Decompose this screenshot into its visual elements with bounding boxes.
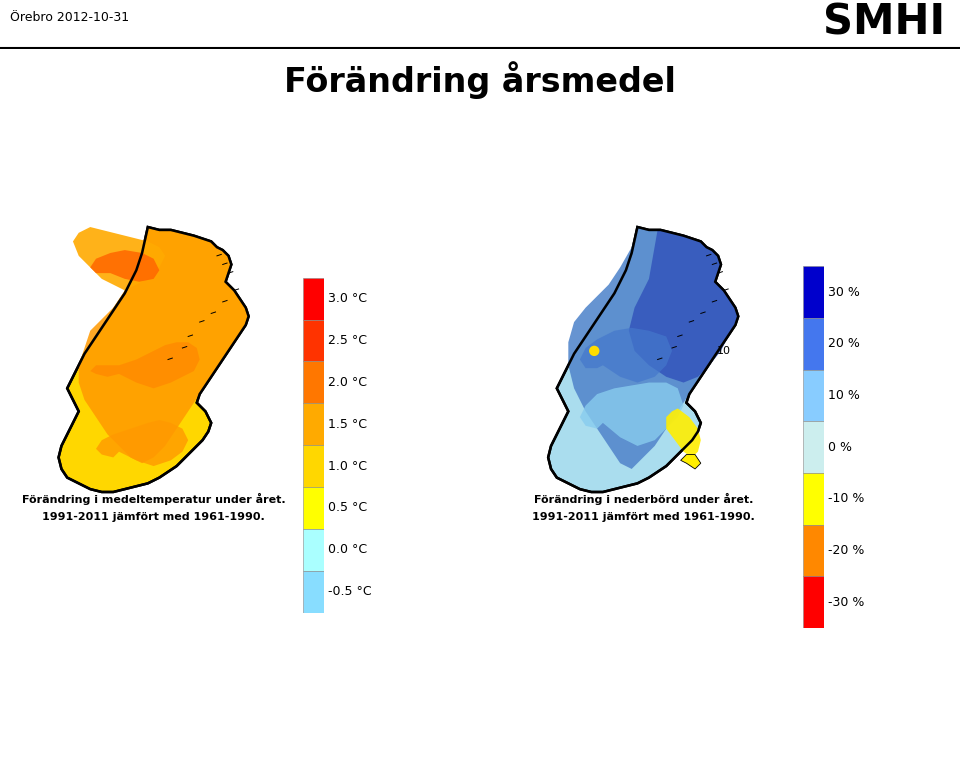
Polygon shape — [568, 227, 738, 469]
Polygon shape — [79, 227, 249, 463]
Bar — [803, 473, 824, 524]
Bar — [303, 361, 324, 403]
Text: -0.5 °C: -0.5 °C — [328, 585, 372, 598]
Text: 0.0 °C: 0.0 °C — [328, 543, 368, 556]
Bar — [803, 524, 824, 576]
Bar — [303, 445, 324, 487]
Polygon shape — [73, 227, 165, 291]
Polygon shape — [666, 409, 701, 457]
Polygon shape — [681, 454, 701, 469]
Text: 10 %: 10 % — [828, 389, 860, 402]
Text: -20 %: -20 % — [828, 544, 865, 557]
Polygon shape — [90, 342, 200, 388]
Bar — [803, 576, 824, 628]
Text: SMHI: SMHI — [824, 2, 946, 43]
Bar — [803, 422, 824, 473]
Bar — [303, 487, 324, 529]
Bar — [303, 571, 324, 613]
Polygon shape — [548, 227, 738, 492]
Polygon shape — [90, 250, 159, 282]
Bar — [803, 318, 824, 370]
Text: 1991-2011 jämfört med 1961-1990.: 1991-2011 jämfört med 1961-1990. — [532, 512, 755, 522]
Text: -10 %: -10 % — [828, 492, 865, 505]
Text: 2.0 °C: 2.0 °C — [328, 376, 368, 389]
Text: Förändring i nederbörd under året.: Förändring i nederbörd under året. — [534, 493, 753, 505]
Text: 20 %: 20 % — [828, 337, 860, 350]
Circle shape — [589, 345, 599, 356]
Bar — [803, 266, 824, 318]
Text: 30 %: 30 % — [828, 285, 860, 298]
Bar — [803, 370, 824, 422]
Text: 1991-2011 jämfört med 1961-1990.: 1991-2011 jämfört med 1961-1990. — [42, 512, 265, 522]
Text: Förändring i medeltemperatur under året.: Förändring i medeltemperatur under året. — [22, 493, 285, 505]
Text: 10: 10 — [717, 346, 731, 356]
Polygon shape — [580, 328, 672, 383]
Text: 0 %: 0 % — [828, 441, 852, 454]
Polygon shape — [580, 383, 684, 446]
Text: 3.0 °C: 3.0 °C — [328, 292, 368, 305]
Bar — [303, 529, 324, 571]
Polygon shape — [629, 230, 738, 383]
Bar — [303, 403, 324, 445]
Text: 1.5 °C: 1.5 °C — [328, 418, 368, 431]
Text: Förändring årsmedel: Förändring årsmedel — [284, 61, 676, 99]
Text: 1.0 °C: 1.0 °C — [328, 460, 368, 473]
Text: Örebro 2012-10-31: Örebro 2012-10-31 — [10, 11, 129, 24]
Polygon shape — [59, 227, 249, 492]
Text: 0.5 °C: 0.5 °C — [328, 501, 368, 514]
Bar — [303, 278, 324, 320]
Text: -30 %: -30 % — [828, 596, 865, 609]
Bar — [303, 320, 324, 361]
Text: 2.5 °C: 2.5 °C — [328, 334, 368, 347]
Polygon shape — [96, 420, 188, 466]
